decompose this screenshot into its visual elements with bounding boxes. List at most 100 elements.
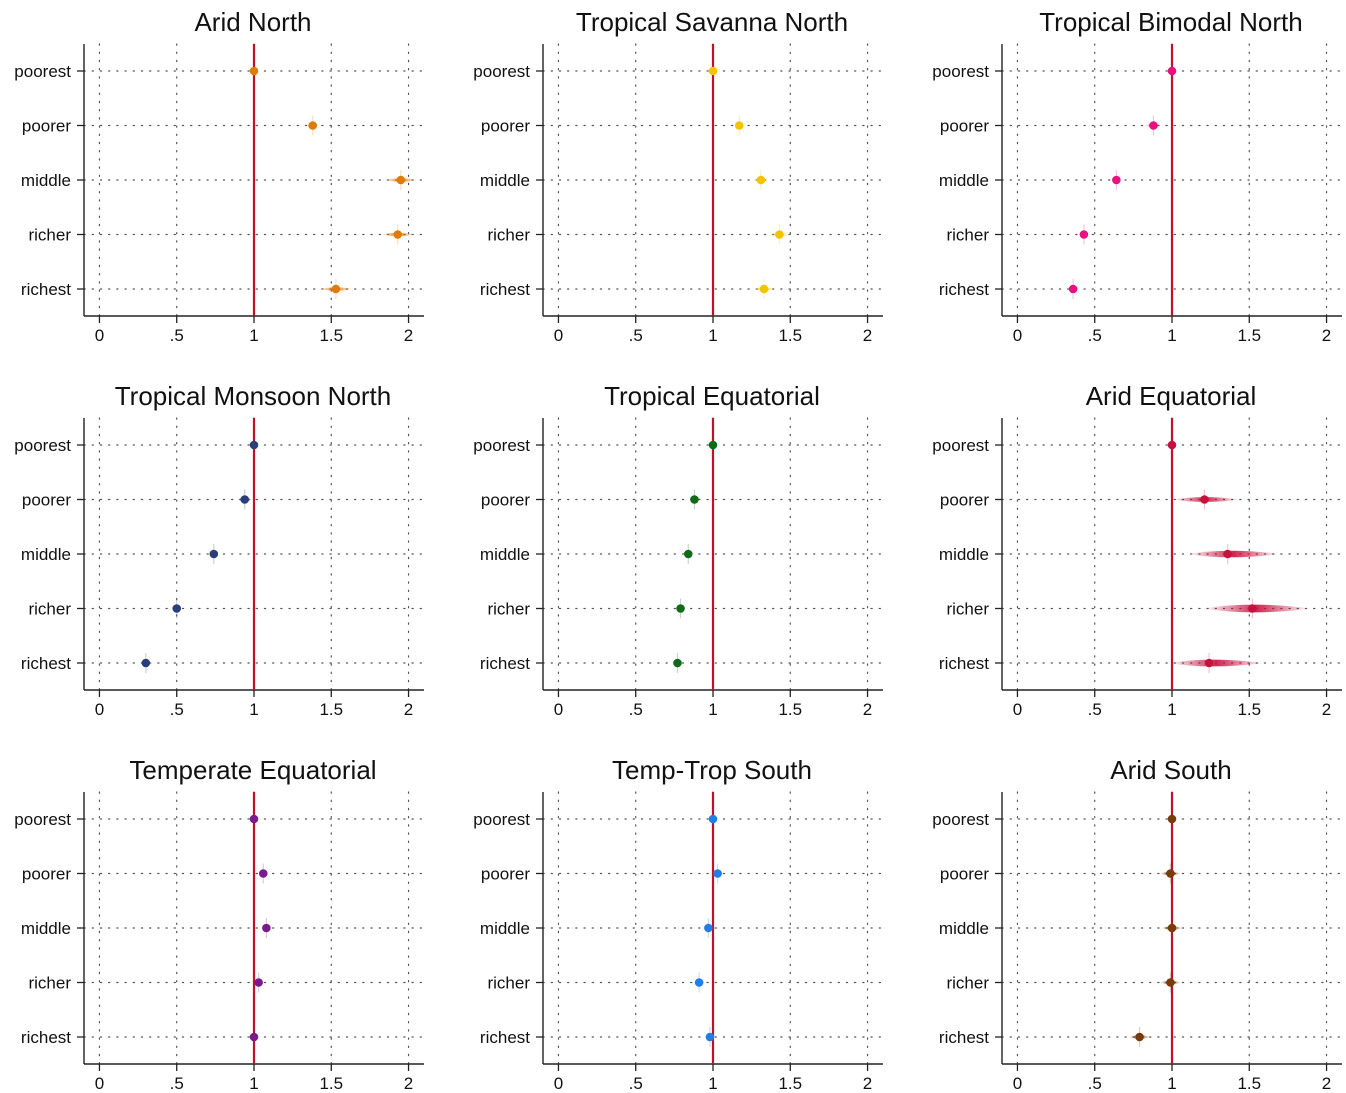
x-tick-label: 1.5 <box>319 700 343 719</box>
data-point <box>673 658 682 668</box>
y-category-label: poorest <box>473 62 530 81</box>
y-category-label: poorer <box>481 491 530 510</box>
data-point <box>254 978 263 987</box>
x-tick-label: .5 <box>629 326 643 345</box>
panel-1: Tropical Savanna North 0 .5 1 1.5 2 poorest poo… <box>473 7 884 345</box>
data-point <box>308 121 318 130</box>
data-point <box>393 230 403 239</box>
y-category-label: poorer <box>22 491 71 510</box>
x-tick-label: 2 <box>404 326 413 345</box>
data-point <box>1200 495 1209 504</box>
data-point <box>172 604 182 613</box>
y-category-label: poorest <box>473 436 530 455</box>
data-point <box>1079 230 1089 239</box>
x-tick-label: .5 <box>1088 700 1102 719</box>
x-tick-label: .5 <box>170 326 184 345</box>
x-tick-label: 0 <box>95 700 104 719</box>
x-tick-label: 1 <box>708 326 717 345</box>
y-category-label: poorest <box>932 810 989 829</box>
panel-8: Arid South 0 .5 1 1.5 2 poorest poorer middle ric… <box>932 755 1343 1093</box>
x-tick-label: 1 <box>249 700 258 719</box>
x-tick-label: 0 <box>1013 1074 1022 1093</box>
x-tick-label: .5 <box>170 1074 184 1093</box>
x-tick-label: 0 <box>95 326 104 345</box>
y-category-label: poorer <box>481 117 530 136</box>
panel-6: Temperate Equatorial 0 .5 1 1.5 2 poorest poore… <box>14 755 425 1093</box>
data-point <box>690 495 699 504</box>
y-category-label: poorer <box>481 865 530 884</box>
y-category-label: poorer <box>940 117 989 136</box>
x-tick-label: 0 <box>554 700 563 719</box>
panel-title: Temperate Equatorial <box>129 755 376 785</box>
data-point <box>1167 66 1177 76</box>
x-tick-label: 2 <box>404 700 413 719</box>
data-point <box>249 66 259 76</box>
y-category-label: richer <box>946 974 989 993</box>
x-tick-label: 2 <box>1322 700 1331 719</box>
y-category-label: poorer <box>22 865 71 884</box>
x-tick-label: .5 <box>1088 1074 1102 1093</box>
x-tick-label: 1.5 <box>1237 700 1261 719</box>
data-point <box>708 814 718 824</box>
y-category-label: richer <box>487 600 530 619</box>
x-tick-label: .5 <box>629 700 643 719</box>
confidence-interval <box>1187 550 1281 558</box>
data-point <box>756 175 766 185</box>
y-category-label: middle <box>21 919 71 938</box>
x-tick-label: 1 <box>249 1074 258 1093</box>
data-point <box>209 549 219 559</box>
x-tick-label: 1 <box>1167 326 1176 345</box>
x-tick-label: 1 <box>1167 700 1176 719</box>
data-point <box>258 869 268 878</box>
data-point <box>1149 121 1158 130</box>
y-category-label: richer <box>487 226 530 245</box>
y-category-label: middle <box>21 171 71 190</box>
panel-title: Tropical Bimodal North <box>1039 7 1302 37</box>
panel-title: Tropical Savanna North <box>576 7 848 37</box>
panel-title: Tropical Equatorial <box>604 381 820 411</box>
y-category-label: poorest <box>473 810 530 829</box>
x-tick-label: 1.5 <box>778 1074 802 1093</box>
panel-title: Arid Equatorial <box>1086 381 1257 411</box>
data-point <box>734 121 744 130</box>
y-category-label: middle <box>21 545 71 564</box>
data-point <box>676 604 685 613</box>
x-tick-label: 2 <box>404 1074 413 1093</box>
y-category-label: poorer <box>940 491 989 510</box>
panel-title: Arid South <box>1110 755 1231 785</box>
data-point <box>694 978 704 987</box>
x-tick-label: .5 <box>629 1074 643 1093</box>
data-point <box>683 549 693 559</box>
y-category-label: poorest <box>14 62 71 81</box>
x-tick-label: .5 <box>170 700 184 719</box>
x-tick-label: 2 <box>863 700 872 719</box>
data-point <box>331 284 341 294</box>
x-tick-label: 0 <box>95 1074 104 1093</box>
y-category-label: poorer <box>940 865 989 884</box>
panel-4: Tropical Equatorial 0 .5 1 1.5 2 poorest poorer… <box>473 381 884 719</box>
x-tick-label: 0 <box>1013 700 1022 719</box>
y-category-label: poorest <box>932 62 989 81</box>
data-point <box>249 440 259 450</box>
y-category-label: richer <box>28 974 71 993</box>
y-category-label: richer <box>946 226 989 245</box>
data-point <box>1068 284 1078 294</box>
data-point <box>713 869 722 878</box>
y-category-label: richer <box>28 226 71 245</box>
y-category-label: richest <box>21 280 71 299</box>
y-category-label: richer <box>28 600 71 619</box>
data-point <box>240 495 250 504</box>
x-tick-label: 2 <box>1322 326 1331 345</box>
y-category-label: middle <box>939 171 989 190</box>
x-tick-label: 1.5 <box>778 326 802 345</box>
y-category-label: poorer <box>22 117 71 136</box>
x-tick-label: 1.5 <box>1237 1074 1261 1093</box>
data-point <box>1167 814 1177 824</box>
confidence-interval <box>1202 604 1312 613</box>
data-point <box>1223 549 1232 559</box>
data-point <box>1166 869 1175 878</box>
x-tick-label: 1.5 <box>319 1074 343 1093</box>
y-category-label: middle <box>480 545 530 564</box>
data-point <box>249 814 259 824</box>
panel-2: Tropical Bimodal North 0 .5 1 1.5 2 poorest poo… <box>932 7 1343 345</box>
